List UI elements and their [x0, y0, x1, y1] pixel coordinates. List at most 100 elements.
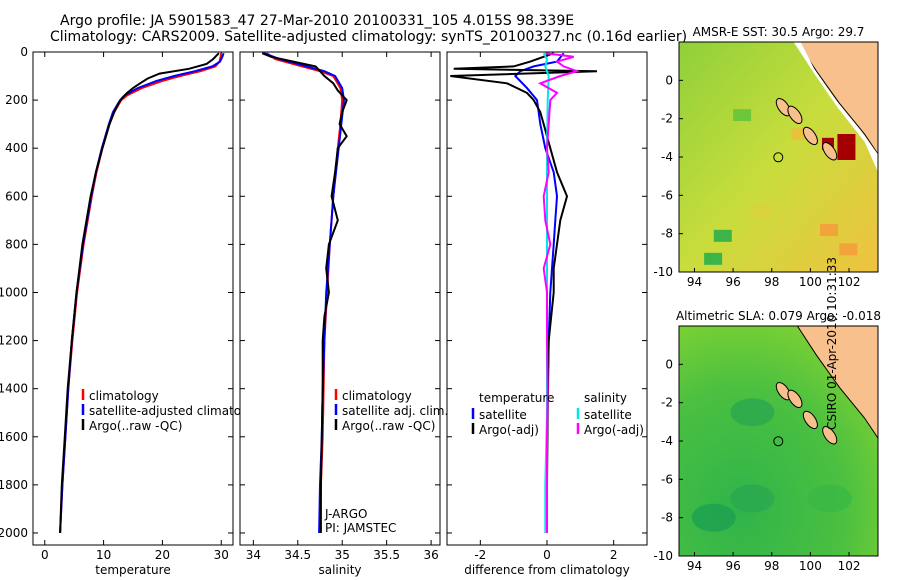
sst-blob	[713, 229, 732, 242]
legend-label: Argo(..raw -QC)	[342, 419, 435, 433]
series-line-salinity-argo	[537, 52, 581, 533]
float-position-marker	[773, 152, 784, 163]
sla-blob	[691, 503, 736, 532]
y-tick-label: -6	[661, 472, 673, 486]
legend-label: satellite adj. clim.	[342, 404, 448, 418]
land-island	[802, 126, 818, 146]
y-tick-label: -2	[661, 112, 673, 126]
sla-blob	[730, 398, 775, 427]
figure-title-line1: Argo profile: JA 5901583_47 27-Mar-2010 …	[60, 13, 575, 29]
land-sumatra	[796, 42, 878, 156]
x-tick-label: 36	[423, 548, 438, 562]
legend-label: satellite	[479, 408, 527, 422]
land-island	[822, 142, 838, 161]
x-tick-label: 0	[41, 548, 49, 562]
x-tick-label: 96	[725, 275, 740, 289]
sst-map: AMSR-E SST: 30.5 Argo: 29.7 94 96 98 100 102 0…	[653, 25, 879, 289]
figure-title-line2: Climatology: CARS2009. Satellite-adjuste…	[50, 29, 688, 45]
y-tick-label: -2	[661, 396, 673, 410]
legend-group-title: salinity	[584, 391, 627, 405]
y-tick-label: 1600	[0, 430, 28, 444]
legend-label: Argo(-adj)	[584, 423, 644, 437]
annotation-program: J-ARGO	[324, 507, 367, 521]
x-tick-label: 20	[155, 548, 170, 562]
land-island	[822, 426, 838, 445]
y-tick-label: 1800	[0, 478, 28, 492]
x-tick-label: 0	[543, 548, 551, 562]
x-tick-label: 98	[764, 559, 779, 573]
sst-blob	[820, 224, 839, 237]
legend-label: climatology	[89, 389, 159, 403]
land-island	[802, 410, 818, 430]
map-title: Altimetric SLA: 0.079 Argo: -0.018	[676, 309, 881, 323]
x-tick-label: 98	[764, 275, 779, 289]
x-tick-label: 96	[725, 559, 740, 573]
y-tick-label: -10	[653, 549, 673, 563]
x-tick-label: 34.5	[284, 548, 311, 562]
x-tick-label: 100	[799, 559, 822, 573]
x-tick-label: 35	[335, 548, 350, 562]
profile-panel-2: 34 34.5 35 35.5 36 salinity climatologysatelli…	[239, 51, 448, 577]
y-tick-label: 800	[5, 237, 28, 251]
y-tick-label: 0	[665, 73, 673, 87]
y-tick-label: 1000	[0, 285, 28, 299]
series-line-argo	[59, 52, 220, 534]
y-tick-label: -4	[661, 434, 673, 448]
x-tick-label: 94	[687, 275, 702, 289]
sst-blob	[752, 204, 771, 217]
y-tick-label: -4	[661, 150, 673, 164]
x-tick-label: -2	[474, 548, 486, 562]
sla-blob	[807, 484, 852, 513]
land-sumatra	[796, 326, 878, 440]
x-axis-label: salinity	[318, 563, 361, 577]
y-tick-label: 2000	[0, 526, 28, 540]
x-tick-label: 34	[246, 548, 261, 562]
footer-timestamp: CSIRO 01-Apr-2010 10:31:33	[825, 256, 839, 430]
x-tick-label: 2	[610, 548, 618, 562]
legend-label: satellite	[584, 408, 632, 422]
legend-label: Argo(..raw -QC)	[89, 419, 182, 433]
sst-blob	[704, 252, 723, 265]
y-tick-label: 1200	[0, 334, 28, 348]
y-tick-label: 1400	[0, 382, 28, 396]
land-island	[787, 389, 803, 409]
x-tick-label: 30	[214, 548, 229, 562]
x-axis-label: difference from climatology	[464, 563, 630, 577]
y-tick-label: -8	[661, 227, 673, 241]
x-tick-label: 35.5	[373, 548, 400, 562]
x-axis-label: temperature	[95, 563, 170, 577]
map-field	[679, 42, 878, 272]
series-line-argo	[261, 52, 348, 533]
x-tick-label: 100	[799, 275, 822, 289]
sla-blob	[730, 484, 775, 513]
annotation-pi: PI: JAMSTEC	[325, 521, 396, 535]
y-tick-label: 600	[5, 189, 28, 203]
sst-blob	[733, 109, 752, 122]
y-tick-label: 0	[20, 45, 28, 59]
profile-panel-1: 0 10 20 30 temperature 0 200 400 600 800 1000 1200 1…	[0, 45, 267, 577]
sst-hot-patch	[837, 134, 856, 160]
y-tick-label: 400	[5, 141, 28, 155]
y-tick-label: -10	[653, 265, 673, 279]
legend-label: climatology	[342, 389, 412, 403]
land-island	[787, 105, 803, 125]
x-tick-label: 102	[838, 275, 861, 289]
x-tick-label: 94	[687, 559, 702, 573]
legend-label: Argo(-adj)	[479, 423, 539, 437]
legend-group-title: temperature	[479, 391, 554, 405]
axes-frame	[32, 51, 234, 546]
y-tick-label: -6	[661, 188, 673, 202]
map-title: AMSR-E SST: 30.5 Argo: 29.7	[693, 25, 865, 39]
y-tick-label: 0	[665, 357, 673, 371]
map-field	[679, 326, 878, 556]
y-tick-label: 200	[5, 93, 28, 107]
sla-map: Altimetric SLA: 0.079 Argo: -0.018 94 96 98…	[653, 309, 881, 573]
y-tick-label: -8	[661, 511, 673, 525]
sst-blob	[839, 243, 858, 256]
x-tick-label: 10	[96, 548, 111, 562]
x-tick-label: 102	[838, 559, 861, 573]
float-position-marker	[773, 436, 784, 447]
legend-label: satellite-adjusted climatology	[89, 404, 267, 418]
